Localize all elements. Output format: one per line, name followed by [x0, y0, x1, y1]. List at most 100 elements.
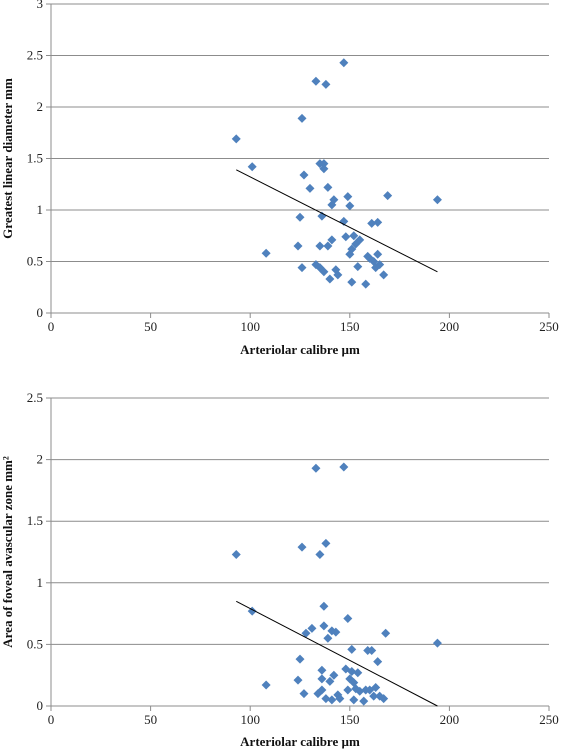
trendline [236, 169, 438, 273]
x-tick-label-5: 250 [539, 319, 559, 334]
data-point-4 [295, 654, 305, 664]
data-point-48 [379, 270, 389, 280]
data-point-24 [329, 195, 339, 205]
data-point-34 [349, 695, 359, 705]
data-point-39 [361, 279, 371, 289]
data-point-0 [231, 549, 241, 559]
data-point-7 [299, 170, 309, 180]
data-point-12 [317, 685, 327, 695]
data-point-9 [311, 76, 321, 86]
y-tick-label-5: 2.5 [27, 48, 43, 63]
data-point-5 [297, 542, 307, 552]
data-point-18 [321, 79, 331, 89]
x-axis-label: Arteriolar calibre µm [240, 342, 360, 357]
data-point-2 [261, 248, 271, 258]
y-tick-label-1: 0.5 [27, 254, 43, 269]
data-point-16 [319, 621, 329, 631]
y-tick-label-4: 2 [37, 99, 44, 114]
data-point-7 [301, 628, 311, 638]
data-point-23 [329, 670, 339, 680]
data-point-47 [375, 260, 385, 270]
x-axis-label: Arteriolar calibre µm [240, 734, 360, 749]
x-tick-label-1: 50 [144, 712, 157, 727]
data-point-1 [247, 162, 257, 172]
data-point-0 [231, 134, 241, 144]
data-point-33 [347, 667, 357, 677]
x-tick-label-1: 50 [144, 319, 157, 334]
x-tick-label-2: 100 [240, 319, 260, 334]
data-point-3 [293, 675, 303, 685]
y-tick-label-0: 0 [37, 305, 44, 320]
data-point-45 [373, 217, 383, 227]
data-point-4 [295, 212, 305, 222]
data-point-15 [319, 159, 329, 169]
data-point-22 [327, 695, 337, 705]
chart-foveal-avascular-zone-area: 0 50 100 150 200 250 0 0.5 1 1.5 2 2.5 Arteriolar ca… [0, 390, 559, 749]
data-point-37 [353, 262, 363, 272]
data-point-46 [373, 249, 383, 259]
y-tick-label-1: 0.5 [27, 636, 43, 651]
data-point-29 [341, 232, 351, 242]
y-tick-label-2: 1 [37, 575, 44, 590]
data-point-39 [359, 696, 369, 706]
y-axis-label: Area of foveal avascular zone mm² [0, 456, 15, 648]
data-point-38 [355, 686, 365, 696]
data-point-6 [299, 689, 309, 699]
y-axis-label: Greatest linear diameter mm [0, 78, 15, 239]
data-point-32 [347, 644, 357, 654]
data-point-11 [315, 549, 325, 559]
data-point-37 [353, 668, 363, 678]
data-point-16 [319, 164, 329, 174]
data-point-12 [315, 241, 325, 251]
data-point-31 [345, 201, 355, 211]
data-point-50 [432, 195, 442, 205]
y-tick-label-0: 0 [37, 698, 44, 713]
x-tick-label-4: 200 [440, 319, 460, 334]
data-point-17 [321, 694, 331, 704]
y-tick-label-2: 1 [37, 202, 44, 217]
data-point-20 [325, 676, 335, 686]
data-point-48 [379, 694, 389, 704]
x-tick-label-4: 200 [440, 712, 460, 727]
x-tick-label-3: 150 [340, 319, 360, 334]
x-tick-label-0: 0 [48, 319, 55, 334]
data-point-27 [339, 462, 349, 472]
x-tick-label-0: 0 [48, 712, 55, 727]
data-point-9 [311, 463, 321, 473]
data-point-21 [325, 274, 335, 284]
data-point-19 [323, 633, 333, 643]
y-tick-label-5: 2.5 [27, 390, 43, 405]
data-point-26 [335, 694, 345, 704]
data-point-15 [319, 601, 329, 611]
data-point-3 [293, 241, 303, 251]
data-point-17 [319, 267, 329, 277]
data-point-30 [343, 685, 353, 695]
data-point-29 [343, 614, 353, 624]
x-tick-label-3: 150 [340, 712, 360, 727]
data-point-23 [327, 235, 337, 245]
data-point-2 [261, 680, 271, 690]
data-point-6 [297, 263, 307, 273]
data-point-44 [369, 691, 379, 701]
data-point-46 [373, 657, 383, 667]
data-point-5 [297, 113, 307, 123]
chart-greatest-linear-diameter: 0 50 100 150 200 250 0 0.5 1 1.5 2 2.5 3 Arteriolar c… [0, 0, 559, 357]
trendline [236, 600, 438, 707]
data-point-24 [331, 627, 341, 637]
data-point-50 [432, 638, 442, 648]
data-point-43 [367, 646, 377, 656]
data-point-19 [323, 182, 333, 192]
data-point-49 [383, 191, 393, 201]
data-point-27 [339, 58, 349, 68]
data-point-8 [305, 183, 315, 193]
data-point-38 [355, 235, 365, 245]
x-tick-label-2: 100 [240, 712, 260, 727]
data-point-33 [347, 244, 357, 254]
data-point-45 [371, 683, 381, 693]
data-point-14 [317, 674, 327, 684]
data-point-26 [333, 270, 343, 280]
data-point-30 [343, 192, 353, 202]
data-point-8 [307, 623, 317, 633]
data-point-20 [323, 241, 333, 251]
